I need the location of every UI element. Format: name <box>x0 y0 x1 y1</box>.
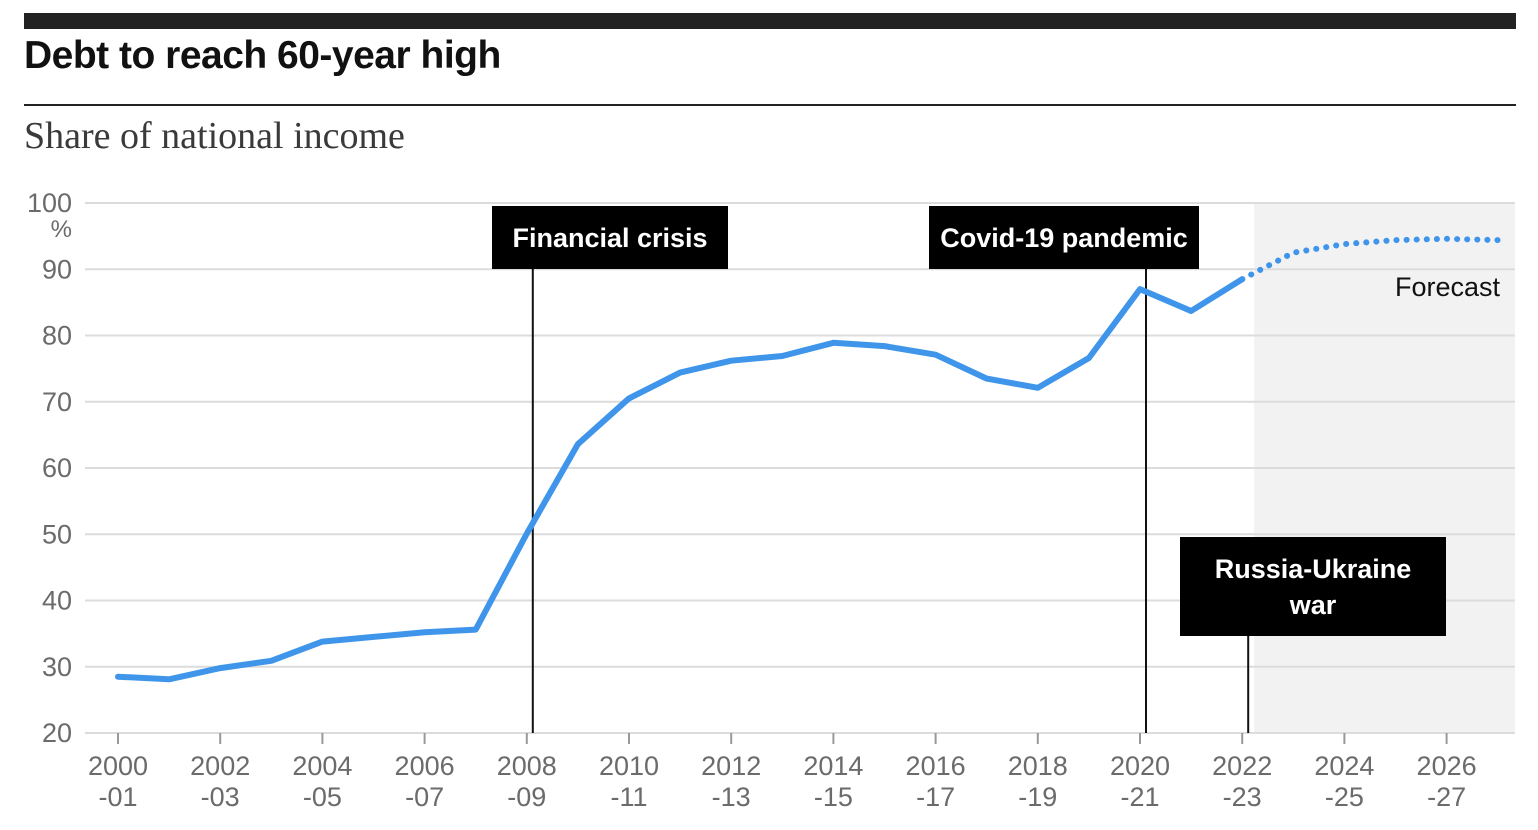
x-tick-label-suffix: -25 <box>1325 782 1364 812</box>
annotation-label: Russia-Ukraine war <box>1215 554 1412 620</box>
x-tick-label: 2000 <box>88 751 148 781</box>
x-tick-label-suffix: -27 <box>1427 782 1466 812</box>
series-line <box>115 276 1246 683</box>
y-tick-label: 70 <box>42 387 72 417</box>
chart-title: Debt to reach 60-year high <box>24 34 501 77</box>
x-tick-label-suffix: -03 <box>201 782 240 812</box>
y-tick-label: 60 <box>42 453 72 483</box>
y-tick-label: 30 <box>42 652 72 682</box>
x-tick-label-suffix: -11 <box>610 782 647 812</box>
forecast-label: Forecast <box>1395 272 1501 302</box>
x-tick-label: 2010 <box>599 751 659 781</box>
x-tick-label: 2018 <box>1008 751 1068 781</box>
y-tick-label: 100 <box>27 188 72 218</box>
x-tick-label: 2012 <box>701 751 761 781</box>
x-tick-label-suffix: -15 <box>814 782 853 812</box>
x-tick-label-suffix: -07 <box>405 782 444 812</box>
x-tick-label: 2008 <box>497 751 557 781</box>
forecast-series-line <box>1239 235 1501 283</box>
x-tick-label: 2026 <box>1417 751 1477 781</box>
y-tick-label: 80 <box>42 321 72 351</box>
x-tick-label-suffix: -19 <box>1018 782 1057 812</box>
x-tick-label-suffix: -21 <box>1120 782 1159 812</box>
x-tick-label: 2016 <box>906 751 966 781</box>
y-tick-label: 50 <box>42 519 72 549</box>
x-tick-label-suffix: -17 <box>916 782 955 812</box>
chart-subtitle: Share of national income <box>24 115 405 157</box>
x-tick-label-suffix: -23 <box>1223 782 1262 812</box>
x-tick-label-suffix: -01 <box>98 782 137 812</box>
annotation-label: Financial crisis <box>512 223 707 253</box>
y-unit-label: % <box>51 216 72 243</box>
top-bar <box>24 13 1516 29</box>
x-tick-label: 2002 <box>190 751 250 781</box>
annotation-box <box>1180 537 1446 636</box>
x-tick-label: 2014 <box>803 751 863 781</box>
x-tick-label: 2024 <box>1314 751 1374 781</box>
x-tick-label: 2022 <box>1212 751 1272 781</box>
annotation-label: Covid-19 pandemic <box>940 223 1188 253</box>
y-tick-label: 90 <box>42 254 72 284</box>
title-rule <box>24 104 1516 106</box>
y-tick-label: 40 <box>42 586 72 616</box>
x-tick-label-suffix: -13 <box>712 782 751 812</box>
x-tick-label: 2006 <box>395 751 455 781</box>
x-tick-label: 2004 <box>292 751 352 781</box>
y-tick-label: 20 <box>42 718 72 748</box>
annotation-box <box>492 206 728 269</box>
x-tick-label-suffix: -05 <box>303 782 342 812</box>
x-tick-label-suffix: -09 <box>507 782 546 812</box>
annotation-box <box>929 206 1199 269</box>
x-tick-label: 2020 <box>1110 751 1170 781</box>
